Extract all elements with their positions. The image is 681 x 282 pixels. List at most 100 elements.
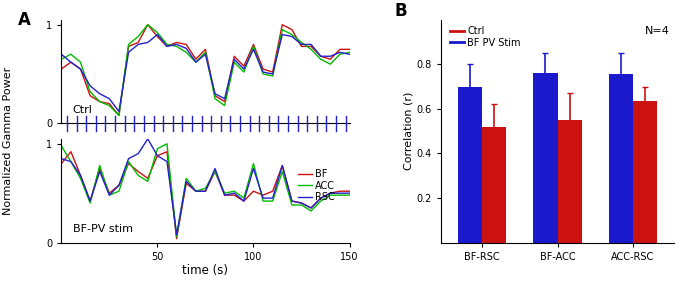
Y-axis label: Correlation (r): Correlation (r)	[404, 92, 413, 170]
BF	[76, 174, 84, 177]
ACC	[345, 193, 353, 197]
ACC	[259, 199, 267, 203]
BF	[298, 201, 306, 205]
RSC	[86, 199, 94, 203]
Line: ACC: ACC	[61, 144, 349, 237]
ACC	[288, 203, 296, 207]
BF	[268, 190, 276, 193]
RSC	[298, 201, 306, 205]
ACC	[298, 203, 306, 207]
BF	[288, 199, 296, 203]
RSC	[211, 167, 219, 170]
RSC	[125, 157, 133, 160]
Line: BF: BF	[61, 152, 349, 239]
RSC	[67, 160, 75, 163]
ACC	[202, 187, 210, 190]
BF	[249, 190, 257, 193]
Line: RSC: RSC	[61, 139, 349, 235]
BF	[57, 162, 65, 165]
BF	[125, 162, 133, 165]
RSC	[240, 199, 248, 203]
Bar	[558, 120, 582, 243]
ACC	[240, 197, 248, 200]
BF	[172, 237, 180, 240]
RSC	[307, 206, 315, 210]
RSC	[115, 184, 123, 187]
BF	[336, 190, 344, 193]
ACC	[57, 144, 65, 147]
RSC	[326, 191, 334, 195]
BF	[326, 191, 334, 195]
BF	[221, 193, 229, 197]
ACC	[76, 177, 84, 180]
RSC	[192, 190, 200, 193]
ACC	[192, 190, 200, 193]
RSC	[182, 180, 190, 183]
RSC	[230, 191, 238, 195]
BF	[67, 150, 75, 153]
RSC	[249, 167, 257, 170]
RSC	[317, 197, 325, 200]
RSC	[268, 197, 276, 200]
ACC	[115, 190, 123, 193]
RSC	[345, 191, 353, 195]
BF	[163, 150, 171, 153]
ACC	[172, 235, 180, 238]
RSC	[57, 157, 65, 160]
RSC	[134, 152, 142, 155]
Legend: BF, ACC, RSC: BF, ACC, RSC	[294, 165, 339, 206]
RSC	[172, 233, 180, 236]
Legend: Ctrl, BF PV Stim: Ctrl, BF PV Stim	[445, 22, 524, 52]
ACC	[86, 201, 94, 205]
Bar	[458, 87, 482, 243]
BF	[279, 164, 287, 167]
BF	[182, 182, 190, 185]
ACC	[125, 160, 133, 163]
ACC	[134, 174, 142, 177]
RSC	[153, 154, 161, 157]
RSC	[106, 193, 114, 197]
Bar	[533, 73, 558, 243]
RSC	[221, 193, 229, 197]
ACC	[230, 190, 238, 193]
ACC	[249, 162, 257, 165]
ACC	[144, 180, 152, 183]
Text: B: B	[394, 2, 407, 20]
RSC	[288, 199, 296, 203]
ACC	[279, 170, 287, 173]
ACC	[95, 164, 104, 167]
BF	[115, 184, 123, 187]
Text: BF-PV stim: BF-PV stim	[73, 224, 133, 234]
BF	[106, 191, 114, 195]
ACC	[307, 209, 315, 213]
BF	[211, 170, 219, 173]
ACC	[182, 177, 190, 180]
Text: Normalized Gamma Power: Normalized Gamma Power	[3, 67, 14, 215]
RSC	[76, 174, 84, 177]
BF	[240, 199, 248, 203]
RSC	[163, 160, 171, 163]
ACC	[268, 199, 276, 203]
RSC	[279, 164, 287, 167]
RSC	[336, 191, 344, 195]
RSC	[144, 137, 152, 141]
BF	[144, 177, 152, 180]
BF	[317, 197, 325, 200]
ACC	[317, 199, 325, 203]
ACC	[336, 193, 344, 197]
BF	[230, 193, 238, 197]
BF	[192, 190, 200, 193]
ACC	[153, 147, 161, 151]
RSC	[202, 190, 210, 193]
RSC	[259, 197, 267, 200]
BF	[259, 193, 267, 197]
Bar	[633, 101, 657, 243]
Text: N=4: N=4	[645, 27, 669, 36]
X-axis label: time (s): time (s)	[183, 264, 228, 277]
BF	[202, 190, 210, 193]
BF	[153, 154, 161, 157]
ACC	[211, 170, 219, 173]
BF	[345, 190, 353, 193]
BF	[307, 206, 315, 210]
ACC	[163, 142, 171, 146]
